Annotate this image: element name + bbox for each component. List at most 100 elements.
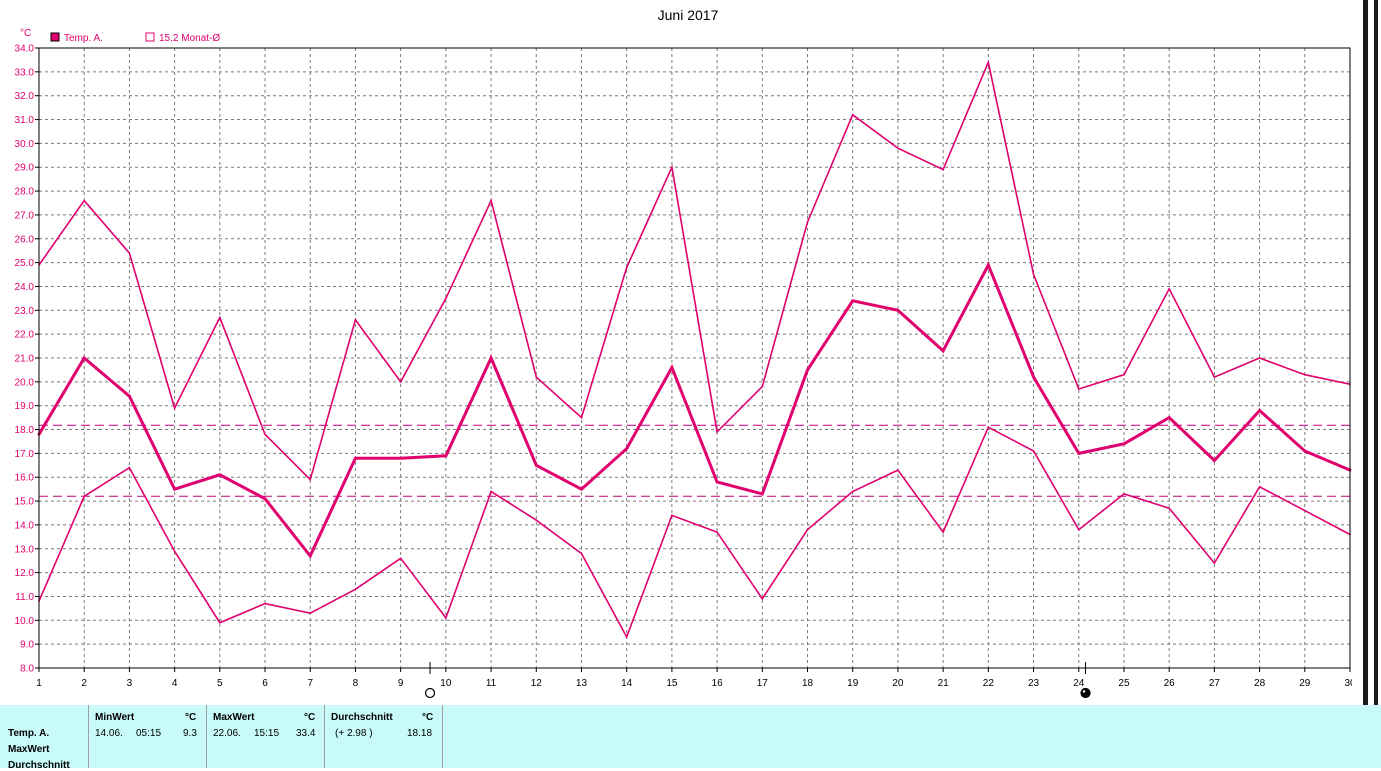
stats-max-unit: °C [304, 712, 316, 723]
stats-min-time: 05:15 [136, 728, 162, 739]
y-tick-label: 13.0 [15, 544, 35, 555]
data-point-avg [896, 308, 900, 312]
plot-frame [38, 47, 1351, 669]
y-tick-label: 30.0 [15, 139, 35, 150]
data-point-max [942, 168, 944, 171]
data-point-avg [941, 349, 945, 353]
series-layer [37, 59, 1352, 639]
data-point-min [399, 557, 402, 560]
grid [35, 47, 1351, 672]
y-tick-label: 34.0 [15, 44, 35, 55]
series-line-min [38, 426, 1351, 639]
data-point-min [716, 531, 718, 533]
x-tick-label: 27 [1209, 678, 1221, 689]
x-tick-label: 28 [1254, 678, 1266, 689]
data-point-max [399, 381, 402, 383]
stats-avg-column: Durchschnitt °C (+ 2.98 ) 18.18 [324, 705, 443, 768]
data-point-max [580, 416, 583, 419]
data-point-max [309, 478, 312, 481]
stats-row-label: Durchschnitt [8, 760, 70, 771]
y-tick-label: 24.0 [15, 282, 35, 293]
data-point-avg [1212, 459, 1216, 462]
y-axis-unit: °C [20, 28, 31, 39]
legend-swatch-month-avg [145, 32, 155, 42]
y-tick-labels: 8.0 9.0 10.0 11.0 12.0 13.0 14.0 15.0 16.0 17.0 18… [15, 44, 35, 675]
data-point-min [671, 514, 673, 517]
x-tick-label: 9 [398, 678, 404, 689]
chart-title: Juni 2017 [658, 7, 719, 23]
data-point-max [851, 113, 854, 116]
y-tick-label: 27.0 [15, 210, 35, 221]
data-point-avg [173, 487, 177, 491]
x-tick-label: 12 [531, 678, 543, 689]
data-point-min [1303, 509, 1306, 512]
x-tick-label: 7 [307, 678, 313, 689]
y-tick-label: 28.0 [15, 187, 35, 198]
series-line-avg [37, 261, 1351, 559]
data-point-min [987, 426, 990, 428]
data-point-min [897, 469, 899, 471]
frame-bar [1374, 0, 1378, 705]
data-point-avg [625, 447, 629, 451]
legend-label-month-avg: 15.2 Monat-Ø [159, 33, 220, 44]
data-point-min [1032, 450, 1035, 452]
data-point-min [625, 636, 628, 638]
x-tick-label: 13 [576, 678, 588, 689]
stats-max-value: 33.4 [296, 728, 316, 739]
x-tick-label: 26 [1164, 678, 1176, 689]
data-point-max [761, 385, 764, 388]
data-point-max [671, 166, 673, 169]
data-point-max [1168, 288, 1170, 290]
data-point-max [535, 376, 538, 378]
right-window-edge [1352, 0, 1381, 705]
data-point-avg [986, 263, 990, 267]
y-tick-label: 10.0 [15, 616, 35, 627]
data-point-max [83, 199, 86, 202]
data-point-min [264, 602, 266, 605]
stats-min-unit: °C [185, 712, 197, 723]
y-tick-label: 29.0 [15, 163, 35, 174]
y-tick-label: 18.0 [15, 425, 35, 436]
stats-max-date: 22.06. [213, 728, 241, 739]
data-point-avg [1032, 375, 1035, 379]
data-point-max [716, 431, 718, 433]
x-tick-label: 8 [353, 678, 359, 689]
stats-max-time: 15:15 [254, 728, 280, 739]
stats-min-column: MinWert °C 14.06. 05:15 9.3 [88, 705, 207, 768]
data-point-max [1123, 373, 1125, 376]
y-tick-label: 15.0 [15, 497, 35, 508]
data-point-avg [715, 480, 719, 484]
stats-avg-value: 18.18 [407, 728, 433, 739]
legend-swatch-temp [50, 32, 60, 42]
data-point-avg [82, 356, 86, 360]
data-point-avg [128, 394, 131, 398]
y-tick-label: 9.0 [20, 640, 34, 651]
stats-avg-delta: (+ 2.98 ) [335, 728, 373, 739]
y-tick-label: 8.0 [20, 664, 34, 675]
x-tick-labels: 1 2 3 4 5 6 7 8 9 10 11 12 13 14 15 16 17 18 19 20 21 22 23 24 2… [36, 678, 1356, 689]
stats-avg-unit: °C [422, 712, 434, 723]
full-moon-icon [424, 687, 436, 699]
stats-min-value: 9.3 [183, 728, 197, 739]
data-point-max [806, 221, 809, 223]
data-point-max [219, 316, 221, 319]
data-point-avg [851, 299, 855, 303]
data-point-avg [534, 463, 538, 467]
data-point-min [128, 466, 131, 469]
x-tick-label: 20 [892, 678, 904, 689]
stats-panel: Temp. A. MaxWert Durchschnitt MinWert °C… [0, 705, 1381, 771]
data-point-min [1258, 485, 1261, 488]
x-tick-label: 1 [36, 678, 42, 689]
y-tick-label: 21.0 [15, 354, 35, 365]
x-tick-label: 30 [1344, 678, 1356, 689]
y-tick-label: 12.0 [15, 568, 35, 579]
data-point-avg [308, 554, 312, 558]
y-tick-label: 31.0 [15, 115, 35, 126]
data-point-avg [1167, 416, 1171, 420]
data-point-avg [399, 456, 403, 460]
y-tick-label: 23.0 [15, 306, 35, 317]
data-point-max [987, 61, 990, 64]
data-point-avg [806, 368, 809, 372]
data-point-avg [1258, 409, 1261, 412]
data-point-min [173, 550, 176, 552]
